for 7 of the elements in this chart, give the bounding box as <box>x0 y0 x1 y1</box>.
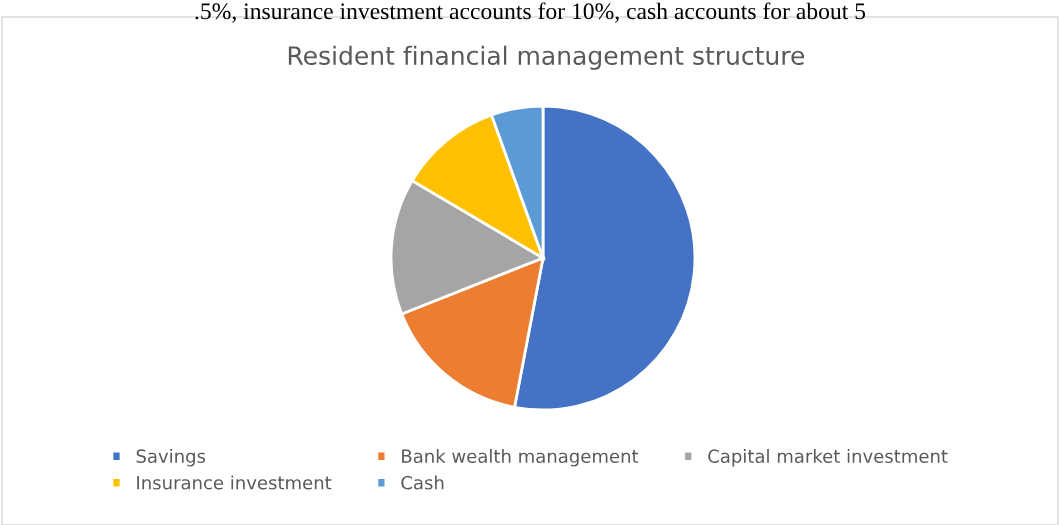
legend-label: Capital market investment <box>708 449 948 467</box>
legend-label: Bank wealth management <box>402 449 639 467</box>
chart-title: Resident financial management structure <box>288 45 805 70</box>
legend-label: Insurance investment <box>137 475 332 490</box>
legend-label: Cash <box>401 475 444 490</box>
legend-label: Savings <box>136 449 206 467</box>
text: .5%, insurance investment accounts for 10%, cash accounts for about 5 <box>195 2 866 23</box>
